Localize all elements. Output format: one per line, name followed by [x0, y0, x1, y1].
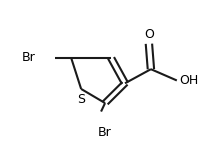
Text: O: O [144, 28, 154, 41]
Text: S: S [77, 93, 85, 106]
Text: Br: Br [22, 51, 35, 64]
Text: OH: OH [179, 74, 198, 87]
Text: Br: Br [98, 126, 112, 139]
